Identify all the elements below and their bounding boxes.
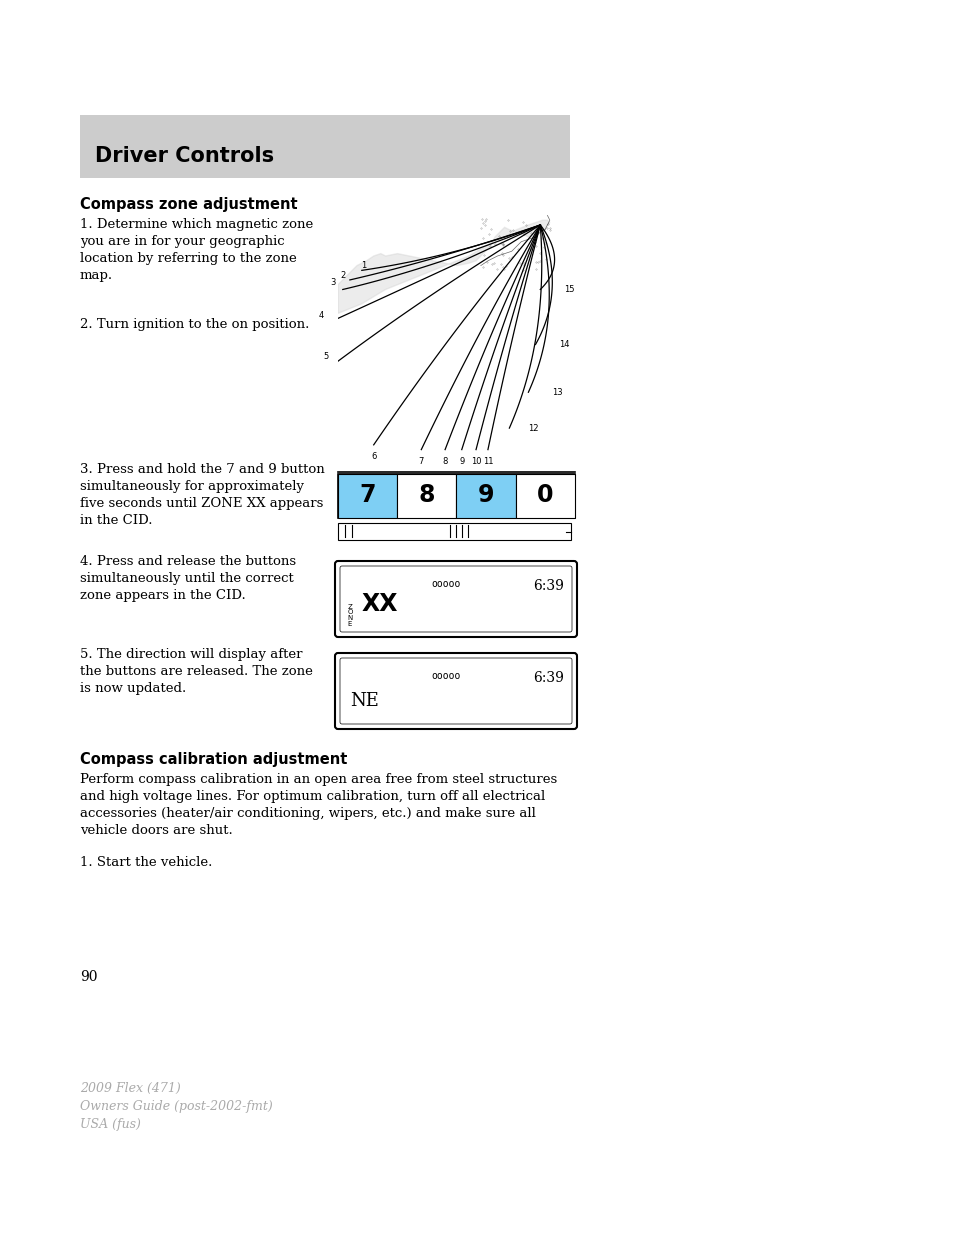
Bar [337,474,396,517]
Text: 7: 7 [359,483,375,508]
Text: 2: 2 [340,270,345,279]
Text: 5: 5 [323,352,329,361]
Text: 5. The direction will display after
the buttons are released. The zone
is now up: 5. The direction will display after the … [80,648,313,695]
Text: 13: 13 [551,388,561,396]
Text: ooooo: ooooo [431,579,460,589]
Bar [516,474,575,517]
Text: 6:39: 6:39 [533,579,564,593]
Text: Compass zone adjustment: Compass zone adjustment [80,198,297,212]
FancyBboxPatch shape [335,653,577,729]
Text: 1: 1 [361,261,366,270]
Text: Perform compass calibration in an open area free from steel structures
and high : Perform compass calibration in an open a… [80,773,557,837]
Bar [456,474,516,517]
Bar [80,115,569,178]
Text: 14: 14 [558,340,569,350]
FancyBboxPatch shape [335,561,577,637]
Bar [396,474,456,517]
Text: USA (fus): USA (fus) [80,1118,141,1131]
Text: Compass calibration adjustment: Compass calibration adjustment [80,752,347,767]
Text: XX: XX [361,592,398,616]
Text: ooooo: ooooo [431,671,460,680]
Text: 11: 11 [482,457,493,466]
Text: 2009 Flex (471): 2009 Flex (471) [80,1082,180,1095]
Text: 2. Turn ignition to the on position.: 2. Turn ignition to the on position. [80,317,309,331]
Text: 4. Press and release the buttons
simultaneously until the correct
zone appears i: 4. Press and release the buttons simulta… [80,555,295,601]
Text: 3. Press and hold the 7 and 9 button
simultaneously for approximately
five secon: 3. Press and hold the 7 and 9 button sim… [80,463,324,527]
Text: 3: 3 [330,278,335,287]
Text: Owners Guide (post-2002-fmt): Owners Guide (post-2002-fmt) [80,1100,273,1113]
Text: 7: 7 [418,457,423,466]
Text: 6: 6 [371,452,376,462]
Text: 6:39: 6:39 [533,671,564,685]
Text: 8: 8 [418,483,435,508]
Text: 1. Start the vehicle.: 1. Start the vehicle. [80,856,213,869]
Text: Driver Controls: Driver Controls [95,146,274,165]
Polygon shape [337,220,549,314]
Text: 12: 12 [527,424,537,432]
Text: 8: 8 [442,457,447,466]
Text: Z
O
N
E: Z O N E [347,604,353,626]
Text: 9: 9 [477,483,494,508]
Text: NE: NE [350,692,378,710]
Text: 1. Determine which magnetic zone
you are in for your geographic
location by refe: 1. Determine which magnetic zone you are… [80,219,313,282]
Text: 4: 4 [318,311,324,320]
Text: 0: 0 [537,483,553,508]
Bar [337,522,571,540]
Text: 15: 15 [563,285,574,294]
Text: 90: 90 [80,969,97,984]
Text: 9: 9 [458,457,464,466]
Text: 10: 10 [470,457,480,466]
Bar [337,474,575,517]
